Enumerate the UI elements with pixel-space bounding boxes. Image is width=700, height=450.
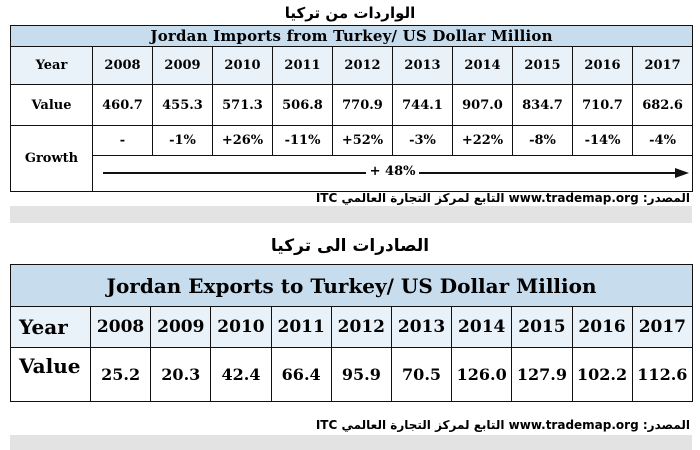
growth-cell: - <box>92 125 153 156</box>
exports-arabic-title: الصادرات الى تركيا <box>270 236 430 256</box>
year-cell: 2009 <box>152 46 213 85</box>
growth-cell: -3% <box>392 125 453 156</box>
value-cell: 455.3 <box>152 84 213 126</box>
value-cell: 907.0 <box>452 84 513 126</box>
growth-cell: -4% <box>631 125 694 156</box>
value-cell: 126.0 <box>451 347 513 402</box>
value-cell: 571.3 <box>212 84 273 126</box>
imports-source-prefix: المصدر: <box>642 191 690 205</box>
value-cell: 42.4 <box>210 347 272 402</box>
value-cell: 25.2 <box>89 347 152 402</box>
value-cell: 70.5 <box>390 347 453 402</box>
imports-source-suffix: التابع لمركز التجارة العالمي ITC <box>315 191 505 205</box>
value-cell: 112.6 <box>631 347 694 402</box>
imports-growth-label: Growth <box>10 125 93 192</box>
exports-value-label: Value <box>10 347 91 402</box>
year-cell: 2013 <box>390 306 453 348</box>
growth-cell: +22% <box>452 125 513 156</box>
imports-overall-growth-cell: + 48% <box>91 155 694 192</box>
exports-source-prefix: المصدر: <box>642 418 690 432</box>
year-cell: 2017 <box>631 46 694 85</box>
year-cell: 2009 <box>150 306 212 348</box>
year-cell: 2013 <box>392 46 453 85</box>
value-cell: 66.4 <box>270 347 332 402</box>
value-cell: 834.7 <box>512 84 573 126</box>
year-cell: 2010 <box>210 306 272 348</box>
divider-band <box>10 206 692 223</box>
exports-source-suffix: التابع لمركز التجارة العالمي ITC <box>315 418 505 432</box>
imports-value-row: Value 460.7 455.3 571.3 506.8 770.9 744.1 907.… <box>10 84 694 126</box>
value-cell: 770.9 <box>332 84 393 126</box>
year-cell: 2012 <box>330 306 392 348</box>
growth-cell: +52% <box>332 125 393 156</box>
imports-table: Jordan Imports from Turkey/ US Dollar Mi… <box>9 25 694 192</box>
imports-arabic-title: الواردات من تركيا <box>284 4 416 22</box>
year-cell: 2016 <box>572 46 633 85</box>
imports-year-row: Year 2008 2009 2010 2011 2012 2013 2014 2015 201… <box>10 46 694 85</box>
exports-table: Jordan Exports to Turkey/ US Dollar Mill… <box>9 264 694 402</box>
exports-table-title: Jordan Exports to Turkey/ US Dollar Mill… <box>9 264 694 307</box>
imports-source: المصدر: www.trademap.org التابع لمركز ال… <box>0 191 690 205</box>
overall-growth-label: + 48% <box>365 164 420 179</box>
year-cell: 2016 <box>571 306 633 348</box>
year-cell: 2008 <box>92 46 153 85</box>
exports-year-label: Year <box>10 306 91 348</box>
growth-cell: -14% <box>572 125 633 156</box>
bottom-band <box>10 435 692 450</box>
growth-cell: -8% <box>512 125 573 156</box>
imports-overall-growth-row: + 48% <box>11 155 694 192</box>
value-cell: 744.1 <box>392 84 453 126</box>
year-cell: 2010 <box>212 46 273 85</box>
imports-source-site: www.trademap.org <box>508 191 639 205</box>
value-cell: 102.2 <box>571 347 633 402</box>
growth-cell: -11% <box>272 125 333 156</box>
year-cell: 2014 <box>451 306 513 348</box>
imports-value-label: Value <box>10 84 93 126</box>
value-cell: 20.3 <box>150 347 212 402</box>
imports-table-title: Jordan Imports from Turkey/ US Dollar Mi… <box>9 25 694 47</box>
value-cell: 95.9 <box>330 347 392 402</box>
exports-year-row: Year 2008 2009 2010 2011 2012 2013 2014 2015 201… <box>10 306 694 348</box>
value-cell: 710.7 <box>572 84 633 126</box>
year-cell: 2008 <box>89 306 152 348</box>
growth-cell: -1% <box>152 125 213 156</box>
exports-source-site: www.trademap.org <box>508 418 639 432</box>
year-cell: 2014 <box>452 46 513 85</box>
value-cell: 682.6 <box>631 84 694 126</box>
year-cell: 2011 <box>272 46 333 85</box>
exports-source: المصدر: www.trademap.org التابع لمركز ال… <box>0 418 690 432</box>
year-cell: 2012 <box>332 46 393 85</box>
exports-value-row: Value 25.2 20.3 42.4 66.4 95.9 70.5 126.0 127.9… <box>10 347 694 402</box>
value-cell: 506.8 <box>272 84 333 126</box>
year-cell: 2015 <box>511 306 573 348</box>
imports-growth-row: Growth - -1% +26% -11% +52% -3% +22% -8% -14% -4% <box>10 125 694 192</box>
year-cell: 2017 <box>631 306 694 348</box>
year-cell: 2015 <box>512 46 573 85</box>
value-cell: 127.9 <box>511 347 573 402</box>
growth-cell: +26% <box>212 125 273 156</box>
year-cell: 2011 <box>270 306 332 348</box>
value-cell: 460.7 <box>92 84 153 126</box>
imports-year-label: Year <box>10 46 93 85</box>
